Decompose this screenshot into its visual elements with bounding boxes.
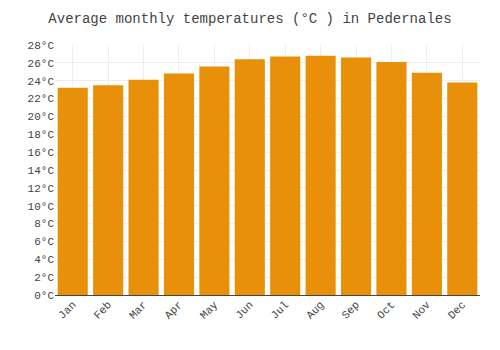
- svg-text:22°C: 22°C: [28, 93, 55, 105]
- svg-text:Jun: Jun: [233, 299, 255, 321]
- svg-text:4°C: 4°C: [34, 254, 54, 266]
- svg-text:10°C: 10°C: [28, 201, 55, 213]
- svg-text:May: May: [198, 299, 221, 322]
- svg-text:Jul: Jul: [269, 299, 291, 321]
- svg-text:8°C: 8°C: [34, 218, 54, 230]
- svg-text:2°C: 2°C: [34, 272, 54, 284]
- svg-text:16°C: 16°C: [28, 147, 55, 159]
- svg-text:Dec: Dec: [446, 299, 468, 321]
- svg-text:Nov: Nov: [410, 299, 433, 322]
- svg-text:28°C: 28°C: [28, 40, 55, 52]
- svg-text:Aug: Aug: [304, 299, 326, 321]
- svg-text:0°C: 0°C: [34, 290, 54, 302]
- svg-text:12°C: 12°C: [28, 183, 55, 195]
- svg-text:26°C: 26°C: [28, 58, 55, 70]
- svg-text:Jan: Jan: [56, 299, 78, 321]
- svg-text:24°C: 24°C: [28, 76, 55, 88]
- svg-text:Average monthly temperatures (: Average monthly temperatures (°C ) in Pe…: [48, 11, 451, 27]
- svg-text:6°C: 6°C: [34, 236, 54, 248]
- svg-text:Mar: Mar: [127, 299, 149, 321]
- svg-text:Oct: Oct: [375, 299, 397, 321]
- svg-text:18°C: 18°C: [28, 129, 55, 141]
- svg-text:Apr: Apr: [162, 299, 184, 321]
- svg-text:Sep: Sep: [340, 299, 362, 321]
- svg-text:14°C: 14°C: [28, 165, 55, 177]
- svg-text:Feb: Feb: [92, 299, 114, 321]
- svg-text:20°C: 20°C: [28, 111, 55, 123]
